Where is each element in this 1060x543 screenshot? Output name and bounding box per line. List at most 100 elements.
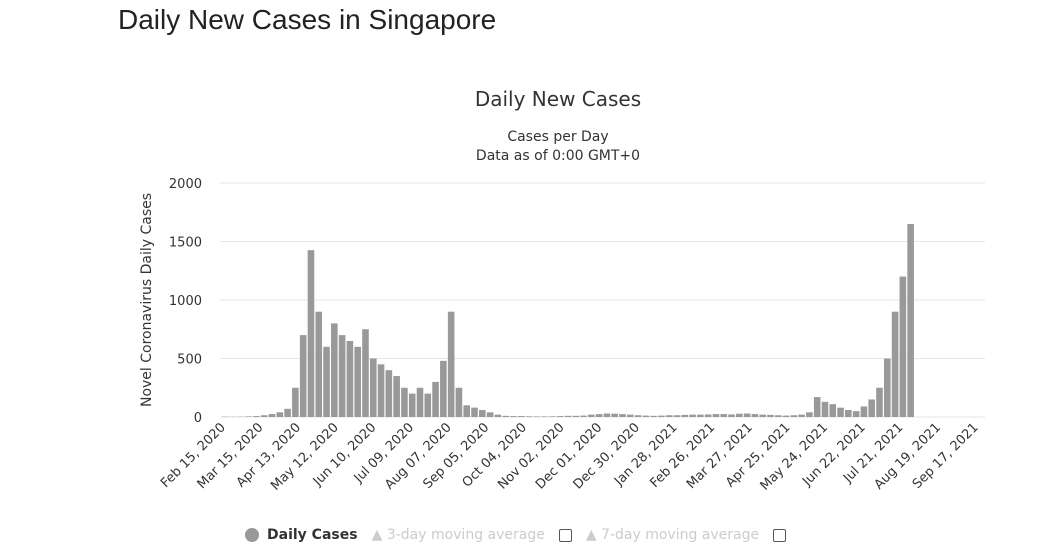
bar[interactable]	[370, 359, 377, 418]
bar[interactable]	[752, 414, 759, 417]
bar[interactable]	[308, 250, 315, 417]
legend-7-day-average[interactable]: ▲ 7-day moving average	[586, 527, 759, 543]
bar[interactable]	[720, 414, 727, 417]
bar[interactable]	[572, 416, 579, 417]
bar[interactable]	[806, 412, 813, 417]
bar[interactable]	[526, 416, 533, 417]
bar[interactable]	[596, 414, 603, 417]
bar[interactable]	[549, 416, 556, 417]
bar[interactable]	[534, 416, 541, 417]
bar[interactable]	[401, 388, 408, 417]
bar[interactable]	[588, 415, 595, 417]
bar[interactable]	[674, 415, 681, 417]
bar[interactable]	[829, 404, 836, 417]
bar[interactable]	[744, 413, 751, 417]
bar[interactable]	[339, 335, 346, 417]
bar[interactable]	[666, 415, 673, 417]
bar[interactable]	[892, 312, 899, 417]
bar[interactable]	[432, 382, 439, 417]
bar[interactable]	[253, 416, 260, 417]
bar[interactable]	[261, 415, 268, 417]
bar[interactable]	[331, 323, 338, 417]
bar[interactable]	[393, 376, 400, 417]
bar[interactable]	[853, 411, 860, 417]
x-tick-label: Aug 07, 2020	[382, 420, 454, 492]
x-tick-label: Feb 15, 2020	[158, 420, 229, 491]
bar[interactable]	[479, 410, 486, 417]
bar[interactable]	[565, 416, 572, 417]
circle-icon	[245, 528, 259, 542]
bar[interactable]	[658, 416, 665, 417]
checkbox-7-day[interactable]	[773, 529, 786, 542]
y-tick-label: 1000	[169, 294, 202, 309]
x-tick-label: Nov 02, 2020	[495, 420, 567, 492]
bar[interactable]	[736, 414, 743, 417]
bar[interactable]	[650, 416, 657, 417]
bar[interactable]	[900, 277, 907, 417]
bar[interactable]	[495, 415, 502, 417]
bar[interactable]	[518, 416, 525, 417]
bar[interactable]	[907, 224, 914, 417]
bar[interactable]	[463, 405, 470, 417]
bar[interactable]	[627, 415, 634, 417]
bar[interactable]	[775, 415, 782, 417]
bar[interactable]	[284, 409, 291, 417]
bar[interactable]	[697, 415, 704, 417]
bar[interactable]	[277, 412, 284, 417]
bar[interactable]	[814, 397, 821, 417]
bar[interactable]	[619, 414, 626, 417]
bar[interactable]	[269, 414, 276, 417]
bar[interactable]	[580, 416, 587, 417]
y-tick-label: 500	[177, 353, 202, 368]
bar[interactable]	[767, 415, 774, 417]
bar[interactable]	[541, 416, 548, 417]
bar[interactable]	[424, 394, 431, 417]
bar[interactable]	[822, 402, 829, 417]
legend-daily-cases[interactable]: Daily Cases	[245, 527, 358, 543]
checkbox-3-day[interactable]	[559, 529, 572, 542]
bar[interactable]	[713, 414, 720, 417]
bar[interactable]	[245, 416, 252, 417]
bar[interactable]	[604, 413, 611, 417]
bar[interactable]	[728, 414, 735, 417]
legend-3-day-average[interactable]: ▲ 3-day moving average	[372, 527, 545, 543]
bar[interactable]	[323, 347, 330, 417]
bar[interactable]	[440, 361, 447, 417]
bar[interactable]	[783, 416, 790, 417]
bar[interactable]	[292, 388, 299, 417]
bar[interactable]	[417, 388, 424, 417]
bar[interactable]	[456, 388, 463, 417]
bar[interactable]	[510, 416, 517, 417]
bar[interactable]	[471, 408, 478, 417]
bar[interactable]	[378, 364, 385, 417]
bar[interactable]	[300, 335, 307, 417]
bar[interactable]	[681, 415, 688, 417]
bar[interactable]	[689, 415, 696, 417]
bar[interactable]	[347, 341, 354, 417]
bar[interactable]	[448, 312, 455, 417]
bar[interactable]	[386, 370, 393, 417]
bar[interactable]	[354, 347, 361, 417]
bar[interactable]	[861, 406, 868, 417]
bar[interactable]	[635, 415, 642, 417]
bar[interactable]	[884, 359, 891, 418]
bar[interactable]	[409, 394, 416, 417]
bar[interactable]	[362, 329, 369, 417]
bar[interactable]	[845, 410, 852, 417]
bar[interactable]	[798, 415, 805, 417]
bar[interactable]	[315, 312, 322, 417]
bar[interactable]	[759, 415, 766, 417]
bar[interactable]	[643, 416, 650, 417]
bar[interactable]	[705, 414, 712, 417]
bar[interactable]	[487, 412, 494, 417]
bar[interactable]	[791, 415, 798, 417]
x-tick-label: Dec 30, 2020	[571, 420, 643, 492]
bar[interactable]	[557, 416, 564, 417]
bar[interactable]	[502, 416, 509, 417]
bar[interactable]	[611, 414, 618, 417]
bar[interactable]	[868, 399, 875, 417]
bar[interactable]	[876, 388, 883, 417]
bar[interactable]	[837, 408, 844, 417]
chart-subtitle-2: Data as of 0:00 GMT+0	[476, 148, 640, 164]
